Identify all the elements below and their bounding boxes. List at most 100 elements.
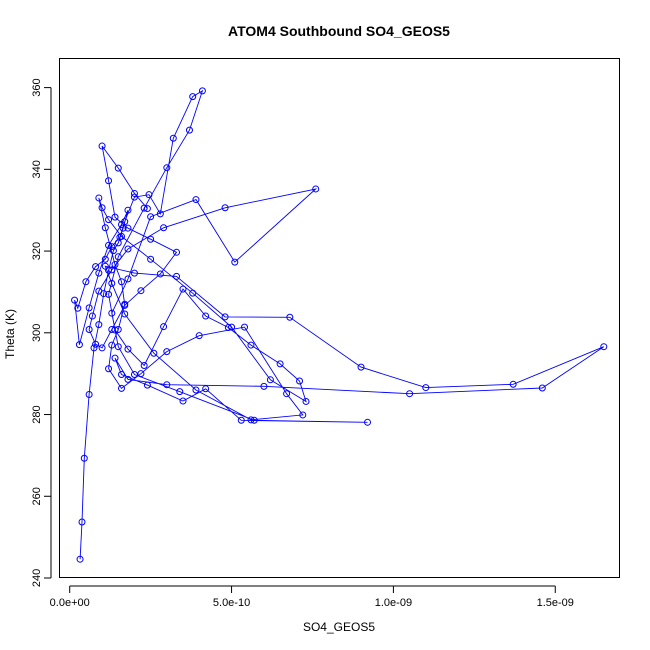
data-point xyxy=(130,193,138,201)
data-point xyxy=(88,312,96,320)
data-point xyxy=(192,386,200,394)
data-point xyxy=(600,343,608,351)
data-point xyxy=(108,326,116,334)
data-point xyxy=(95,287,103,295)
data-point xyxy=(189,93,197,101)
data-point xyxy=(283,390,291,398)
data-point xyxy=(121,301,129,309)
data-point xyxy=(101,262,109,270)
data-point xyxy=(82,278,90,286)
data-point xyxy=(95,269,103,277)
data-point xyxy=(202,312,210,320)
data-point xyxy=(92,340,100,348)
data-point xyxy=(286,313,294,321)
data-point xyxy=(105,365,113,373)
data-point xyxy=(221,313,229,321)
data-point xyxy=(156,210,164,218)
data-point xyxy=(160,323,168,331)
data-point xyxy=(101,255,109,263)
data-point xyxy=(302,397,310,405)
y-axis-label: Theta (K) xyxy=(3,309,17,359)
y-axis: 240 260 280 300 320 340 360 xyxy=(31,78,52,587)
data-point xyxy=(111,213,119,221)
data-point xyxy=(114,164,122,172)
data-point xyxy=(108,266,116,274)
data-point xyxy=(198,87,206,95)
data-point xyxy=(189,289,197,297)
data-point xyxy=(422,384,430,392)
data-point xyxy=(247,341,255,349)
y-tick-label: 280 xyxy=(31,405,43,423)
data-point xyxy=(78,518,86,526)
data-point xyxy=(85,304,93,312)
data-point xyxy=(98,142,106,150)
x-axis: 0.0e+00 5.0e-10 1.0e-09 1.5e-09 xyxy=(50,585,574,609)
data-point xyxy=(85,326,93,334)
data-point xyxy=(111,354,119,362)
data-point xyxy=(111,261,119,269)
data-point xyxy=(95,321,103,329)
x-tick-label: 5.0e-10 xyxy=(213,597,250,609)
data-point xyxy=(124,224,132,232)
data-point xyxy=(241,323,249,331)
data-point xyxy=(105,177,113,185)
data-point xyxy=(105,241,113,249)
y-tick-label: 320 xyxy=(31,242,43,260)
data-point xyxy=(124,345,132,353)
data-point xyxy=(247,416,255,424)
data-point xyxy=(114,343,122,351)
chart-title: ATOM4 Southbound SO4_GEOS5 xyxy=(228,23,450,39)
data-point xyxy=(130,189,138,197)
data-point xyxy=(121,310,129,318)
data-point xyxy=(250,416,258,424)
data-point xyxy=(140,361,148,369)
data-point xyxy=(163,164,171,172)
data-point xyxy=(108,309,116,317)
data-point xyxy=(192,196,200,204)
data-point xyxy=(130,269,138,277)
data-point xyxy=(202,385,210,393)
data-point xyxy=(98,204,106,212)
series-line xyxy=(74,89,605,560)
data-point xyxy=(276,360,284,368)
data-point xyxy=(114,253,122,261)
data-point xyxy=(163,381,171,389)
data-point xyxy=(90,344,98,352)
data-point xyxy=(509,380,517,388)
data-point xyxy=(101,224,109,232)
data-point xyxy=(173,272,181,280)
plot-frame xyxy=(59,58,620,578)
y-tick-label: 360 xyxy=(31,78,43,96)
data-point xyxy=(98,344,106,352)
data-point xyxy=(179,285,187,293)
data-point xyxy=(71,296,79,304)
data-point xyxy=(312,185,320,193)
data-point xyxy=(108,243,116,251)
data-point xyxy=(108,341,116,349)
data-point xyxy=(85,391,93,399)
data-point xyxy=(118,384,126,392)
data-point xyxy=(75,341,83,349)
x-tick-label: 1.0e-09 xyxy=(375,597,412,609)
data-point xyxy=(111,326,119,334)
y-tick-label: 260 xyxy=(31,487,43,505)
data-point xyxy=(228,323,236,331)
data-point xyxy=(92,263,100,271)
data-point xyxy=(105,216,113,224)
data-point xyxy=(145,191,153,199)
data-point xyxy=(195,332,203,340)
data-point xyxy=(118,232,126,240)
data-point xyxy=(406,390,414,398)
data-point xyxy=(76,555,84,563)
data-point xyxy=(143,205,151,213)
data-point xyxy=(105,290,113,298)
data-point xyxy=(296,377,304,385)
data-point xyxy=(156,270,164,278)
data-point xyxy=(224,323,232,331)
data-point xyxy=(160,224,168,232)
data-point xyxy=(137,287,145,295)
data-point xyxy=(119,224,127,232)
data-point xyxy=(121,218,129,226)
data-point xyxy=(231,258,239,266)
